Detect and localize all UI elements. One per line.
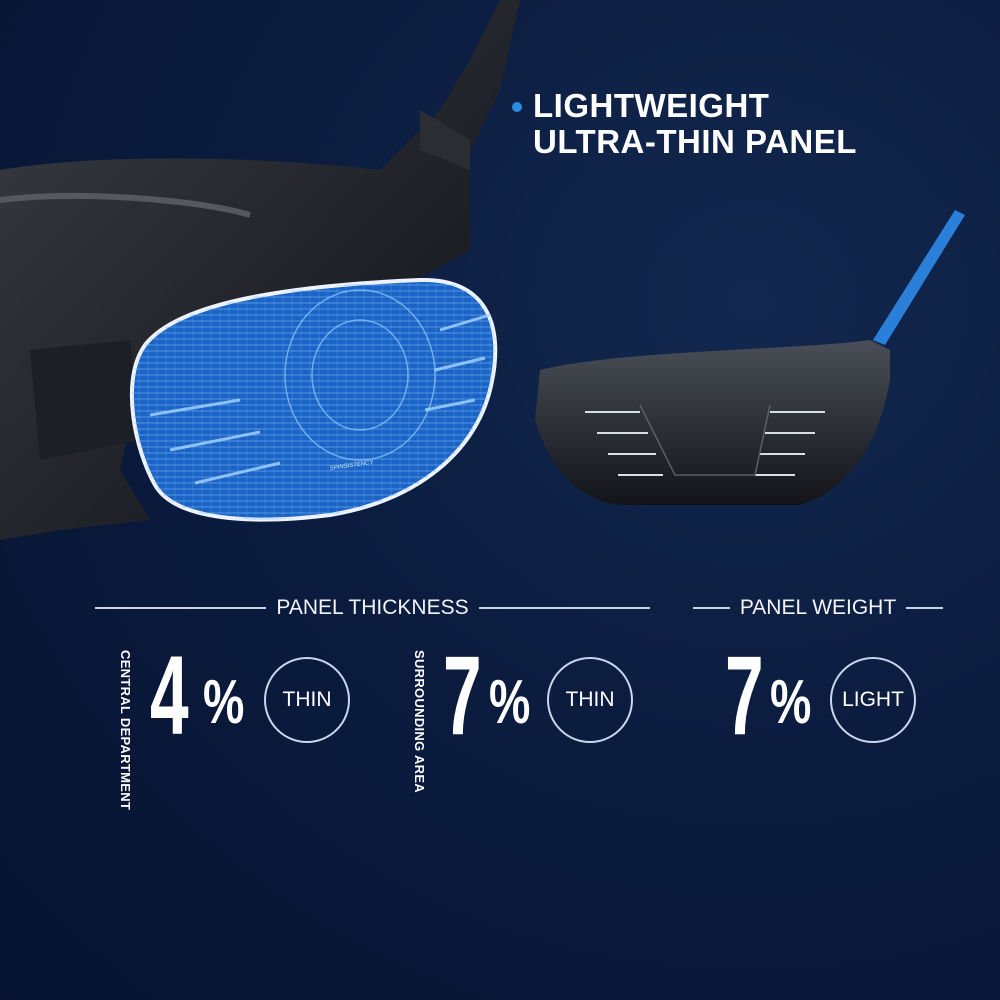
stat-badge: LIGHT [830,657,916,743]
headline: LIGHTWEIGHT ULTRA-THIN PANEL [533,88,857,160]
stat-label: SURROUNDING AREA [412,650,427,793]
headline-line1: LIGHTWEIGHT [533,87,770,124]
divider [693,607,730,609]
stat-unit: % [770,668,812,737]
section-title: PANEL WEIGHT [739,596,897,619]
panel-thickness-header: PANEL THICKNESS [95,596,651,620]
stat-value: 7 [443,633,482,758]
divider [95,607,267,609]
headline-bullet [512,102,522,112]
section-title: PANEL THICKNESS [276,596,469,619]
stat-badge: THIN [547,657,633,743]
stat-value: 4 [150,633,189,758]
driver-head-closeup [0,0,520,540]
stat-unit: % [203,668,245,737]
stat-badge: THIN [264,657,350,743]
divider [478,607,651,609]
stat-label: CENTRAL DEPARTMENT [118,650,133,811]
headline-line2: ULTRA-THIN PANEL [533,123,857,160]
driver-club [535,210,965,505]
blue-face-panel: SPINSISTENCY [129,277,498,522]
stat-unit: % [489,668,531,737]
divider [906,607,944,609]
stat-value: 7 [725,633,764,758]
panel-weight-header: PANEL WEIGHT [693,596,944,620]
